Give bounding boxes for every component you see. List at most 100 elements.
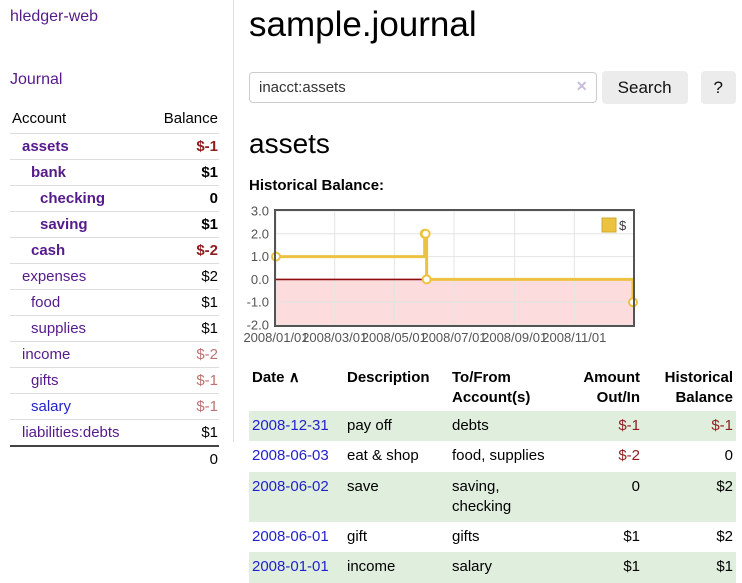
x-tick-label: 2008/09/01 xyxy=(482,330,547,344)
account-balance: $1 xyxy=(147,211,219,238)
sidebar-account-row: gifts $-1 xyxy=(10,367,219,394)
sidebar: hledger-web Journal Account Balance asse… xyxy=(0,0,234,472)
register-header-row: Date ∧ Description To/From Account(s) Am… xyxy=(249,364,736,411)
sidebar-account-row: expenses $2 xyxy=(10,263,219,290)
transaction-amount: $1 xyxy=(623,558,640,576)
sidebar-account-link-checking[interactable]: checking xyxy=(40,190,106,207)
amount-column-header: Amount Out/In xyxy=(583,369,640,406)
help-button[interactable]: ? xyxy=(700,71,736,104)
transaction-date-link[interactable]: 2008-06-02 xyxy=(252,477,329,495)
account-balance: $1 xyxy=(147,289,219,316)
transaction-date-cell: 2008-06-02 xyxy=(249,472,344,523)
sidebar-account-link-gifts[interactable]: gifts xyxy=(31,372,59,389)
transaction-accounts: debts xyxy=(452,417,489,435)
x-tick-label: 2008/11/01 xyxy=(542,330,606,344)
transaction-balance: $2 xyxy=(716,528,733,546)
clear-search-icon[interactable]: ✕ xyxy=(575,78,588,94)
sidebar-total-spacer xyxy=(10,445,148,472)
transaction-amount: $1 xyxy=(623,528,640,546)
sidebar-account-link-bank[interactable]: bank xyxy=(31,164,67,181)
sidebar-account-row: assets $-1 xyxy=(10,133,219,160)
sidebar-account-link-supplies[interactable]: supplies xyxy=(31,320,87,337)
sidebar-accounts-header-row: Account Balance xyxy=(10,106,219,134)
x-tick-label: 2008/07/01 xyxy=(421,330,486,344)
account-name-cell: bank xyxy=(10,159,148,186)
account-balance: $-1 xyxy=(147,133,219,160)
sidebar-account-row: liabilities:debts $1 xyxy=(10,419,219,446)
sidebar-account-link-food[interactable]: food xyxy=(31,294,61,311)
transaction-row: 2008-12-31 pay off debts $-1 $-1 xyxy=(249,411,736,442)
data-point-2008-06-03 xyxy=(421,274,432,285)
sidebar-total-balance: 0 xyxy=(147,445,219,472)
sidebar-account-link-expenses[interactable]: expenses xyxy=(22,268,87,285)
chart-title: Historical Balance: xyxy=(249,177,385,195)
sidebar-account-link-assets[interactable]: assets xyxy=(22,138,69,155)
date-column-header[interactable]: Date ∧ xyxy=(249,364,344,411)
transaction-amount: $-2 xyxy=(618,447,640,465)
transaction-date-cell: 2008-06-03 xyxy=(249,441,344,471)
transaction-row: 2008-01-01 income salary $1 $1 xyxy=(249,552,736,583)
transaction-date-link[interactable]: 2008-06-01 xyxy=(252,528,329,546)
transaction-description: pay off xyxy=(347,417,392,435)
transaction-row: 2008-06-01 gift gifts $1 $2 xyxy=(249,522,736,552)
y-tick-label: 0.0 xyxy=(251,272,269,287)
transaction-accounts: gifts xyxy=(452,528,480,546)
sidebar-item-journal[interactable]: Journal xyxy=(10,71,63,88)
transaction-description: gift xyxy=(347,528,368,546)
sidebar-account-row: checking 0 xyxy=(10,185,219,212)
transaction-date-link[interactable]: 2008-01-01 xyxy=(252,558,329,576)
account-heading: assets xyxy=(249,128,330,159)
x-tick-label: 2008/01/01 xyxy=(243,330,308,344)
account-name-cell: expenses xyxy=(10,263,148,290)
balance-column-header: Balance xyxy=(163,110,218,127)
account-name-cell: salary xyxy=(10,393,148,420)
y-tick-label: -2.0 xyxy=(247,318,269,333)
account-name-cell: supplies xyxy=(10,315,148,342)
account-name-cell: liabilities:debts xyxy=(10,419,148,446)
sidebar-account-row: supplies $1 xyxy=(10,315,219,342)
search-input[interactable] xyxy=(249,72,597,103)
sidebar-account-link-income[interactable]: income xyxy=(22,346,71,363)
transaction-date-link[interactable]: 2008-06-03 xyxy=(252,447,329,465)
search-box: ✕ xyxy=(249,72,597,103)
date-column-label: Date xyxy=(252,369,285,387)
sidebar-account-link-saving[interactable]: saving xyxy=(40,216,88,233)
transaction-balance: $-1 xyxy=(711,417,733,435)
x-tick-label: 2008/03/01 xyxy=(302,330,367,344)
sidebar-account-row: salary $-1 xyxy=(10,393,219,420)
sidebar-accounts-body: assets $-1 bank $1 checking 0 saving $1 cash $-2 e… xyxy=(10,133,219,446)
transaction-date-link[interactable]: 2008-12-31 xyxy=(252,417,329,435)
account-balance: $2 xyxy=(147,263,219,290)
transaction-balance: $1 xyxy=(716,558,733,576)
transaction-accounts: saving, checking xyxy=(452,477,512,515)
transaction-amount: $-1 xyxy=(618,417,640,435)
sort-ascending-icon: ∧ xyxy=(288,369,300,387)
brand-link[interactable]: hledger-web xyxy=(10,8,99,25)
y-tick-label: 3.0 xyxy=(251,204,269,219)
page-title: sample.journal xyxy=(249,5,477,44)
sidebar-account-row: bank $1 xyxy=(10,159,219,186)
transaction-row: 2008-06-02 save saving, checking 0 $2 xyxy=(249,471,736,523)
transaction-accounts: food, supplies xyxy=(452,447,545,465)
account-balance: $-1 xyxy=(147,393,219,420)
account-balance: $1 xyxy=(147,315,219,342)
sidebar-total-row: 0 xyxy=(10,445,219,472)
transaction-description: income xyxy=(347,558,396,576)
x-tick-label: 2008/05/01 xyxy=(362,330,427,344)
data-point-2008-06-02 xyxy=(420,228,431,239)
sidebar-account-link-salary[interactable]: salary xyxy=(31,398,72,415)
account-balance: $-2 xyxy=(147,237,219,264)
transaction-balance: 0 xyxy=(724,447,733,465)
search-button[interactable]: Search xyxy=(601,71,688,104)
transaction-amount: 0 xyxy=(631,477,640,495)
y-tick-label: 1.0 xyxy=(251,249,269,264)
balance-column-header: Historical Balance xyxy=(664,369,733,406)
account-name-cell: food xyxy=(10,289,148,316)
sidebar-account-link-cash[interactable]: cash xyxy=(31,242,66,259)
sidebar-account-row: food $1 xyxy=(10,289,219,316)
account-name-cell: saving xyxy=(10,211,148,238)
account-balance: 0 xyxy=(147,185,219,212)
historical-balance-chart: $3.0 2.0 1.0 0.0 -1.0 -2.0 2008/01/01 2008/03/0… xyxy=(243,204,647,345)
sidebar-account-link-liabilities-debts[interactable]: liabilities:debts xyxy=(22,424,120,441)
account-balance: $-2 xyxy=(147,341,219,368)
